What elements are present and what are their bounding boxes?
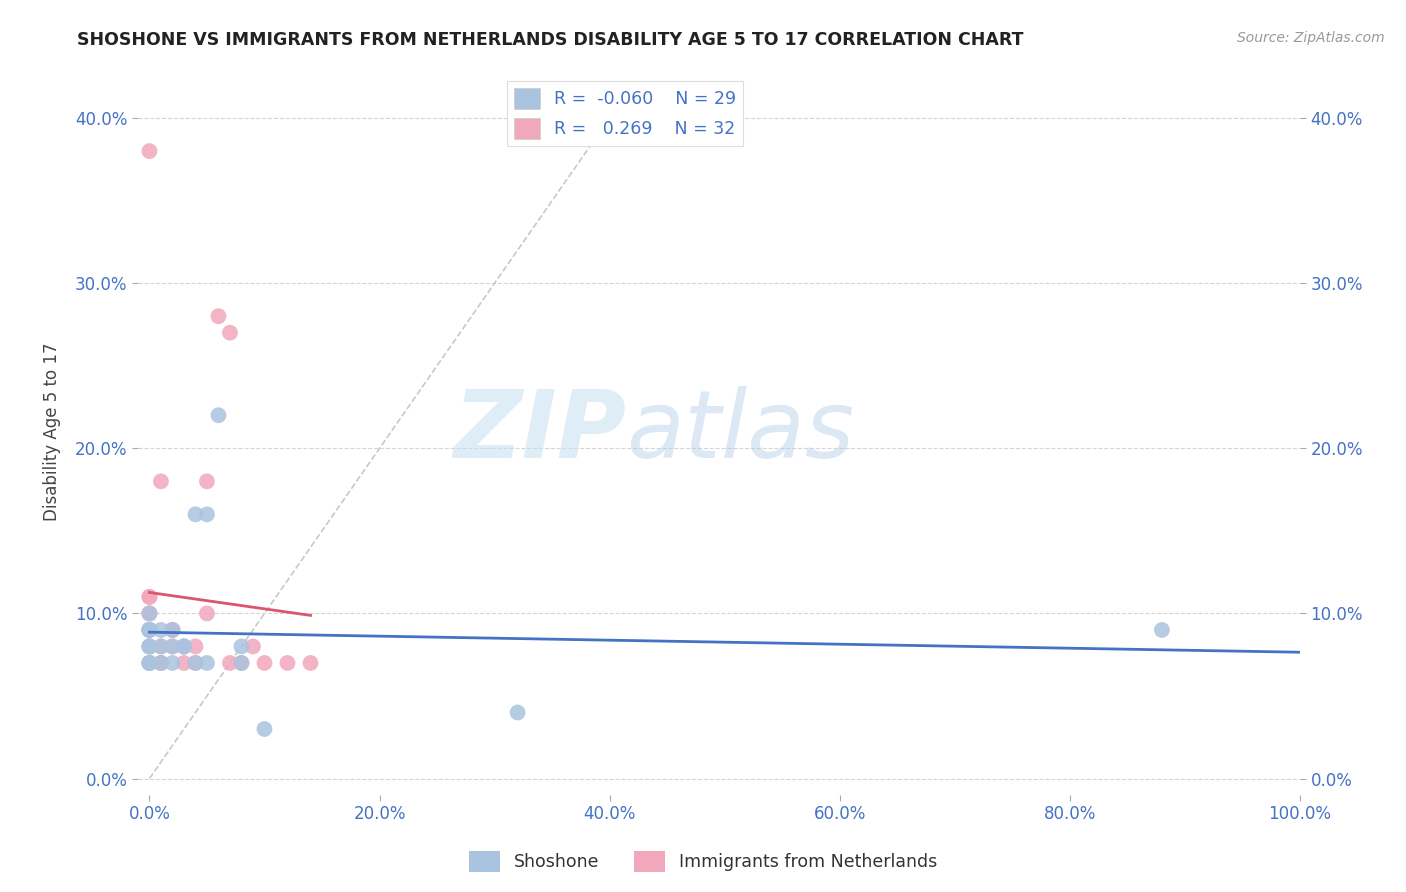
- Point: [195, 475, 218, 489]
- Point: [184, 656, 207, 670]
- Point: [242, 640, 264, 654]
- Point: [207, 409, 229, 423]
- Point: [207, 309, 229, 323]
- Point: [138, 656, 160, 670]
- Point: [506, 706, 529, 720]
- Point: [184, 508, 207, 522]
- Point: [149, 623, 172, 637]
- Point: [138, 640, 160, 654]
- Legend: Shoshone, Immigrants from Netherlands: Shoshone, Immigrants from Netherlands: [461, 844, 945, 879]
- Text: SHOSHONE VS IMMIGRANTS FROM NETHERLANDS DISABILITY AGE 5 TO 17 CORRELATION CHART: SHOSHONE VS IMMIGRANTS FROM NETHERLANDS …: [77, 31, 1024, 49]
- Point: [138, 623, 160, 637]
- Point: [138, 607, 160, 621]
- Point: [219, 326, 242, 340]
- Legend: R =  -0.060    N = 29, R =   0.269    N = 32: R = -0.060 N = 29, R = 0.269 N = 32: [506, 81, 742, 145]
- Point: [149, 656, 172, 670]
- Point: [195, 607, 218, 621]
- Y-axis label: Disability Age 5 to 17: Disability Age 5 to 17: [44, 343, 60, 521]
- Text: atlas: atlas: [626, 386, 855, 477]
- Point: [138, 623, 160, 637]
- Point: [162, 640, 184, 654]
- Point: [231, 640, 253, 654]
- Point: [138, 607, 160, 621]
- Point: [1150, 623, 1173, 637]
- Point: [184, 640, 207, 654]
- Point: [231, 656, 253, 670]
- Point: [138, 640, 160, 654]
- Point: [184, 656, 207, 670]
- Point: [138, 590, 160, 604]
- Point: [138, 656, 160, 670]
- Point: [138, 656, 160, 670]
- Point: [138, 623, 160, 637]
- Point: [149, 475, 172, 489]
- Point: [138, 640, 160, 654]
- Point: [162, 623, 184, 637]
- Point: [173, 640, 195, 654]
- Point: [253, 722, 276, 736]
- Point: [138, 656, 160, 670]
- Point: [195, 656, 218, 670]
- Text: Source: ZipAtlas.com: Source: ZipAtlas.com: [1237, 31, 1385, 45]
- Point: [149, 640, 172, 654]
- Point: [195, 508, 218, 522]
- Point: [138, 590, 160, 604]
- Point: [173, 656, 195, 670]
- Point: [162, 623, 184, 637]
- Point: [276, 656, 298, 670]
- Point: [253, 656, 276, 670]
- Point: [231, 656, 253, 670]
- Point: [162, 656, 184, 670]
- Point: [138, 656, 160, 670]
- Point: [138, 623, 160, 637]
- Point: [138, 607, 160, 621]
- Point: [138, 623, 160, 637]
- Point: [138, 623, 160, 637]
- Point: [149, 656, 172, 670]
- Point: [149, 640, 172, 654]
- Point: [173, 640, 195, 654]
- Point: [138, 144, 160, 158]
- Point: [138, 640, 160, 654]
- Point: [149, 656, 172, 670]
- Text: ZIP: ZIP: [453, 386, 626, 478]
- Point: [219, 656, 242, 670]
- Point: [162, 640, 184, 654]
- Point: [299, 656, 322, 670]
- Point: [162, 623, 184, 637]
- Point: [173, 640, 195, 654]
